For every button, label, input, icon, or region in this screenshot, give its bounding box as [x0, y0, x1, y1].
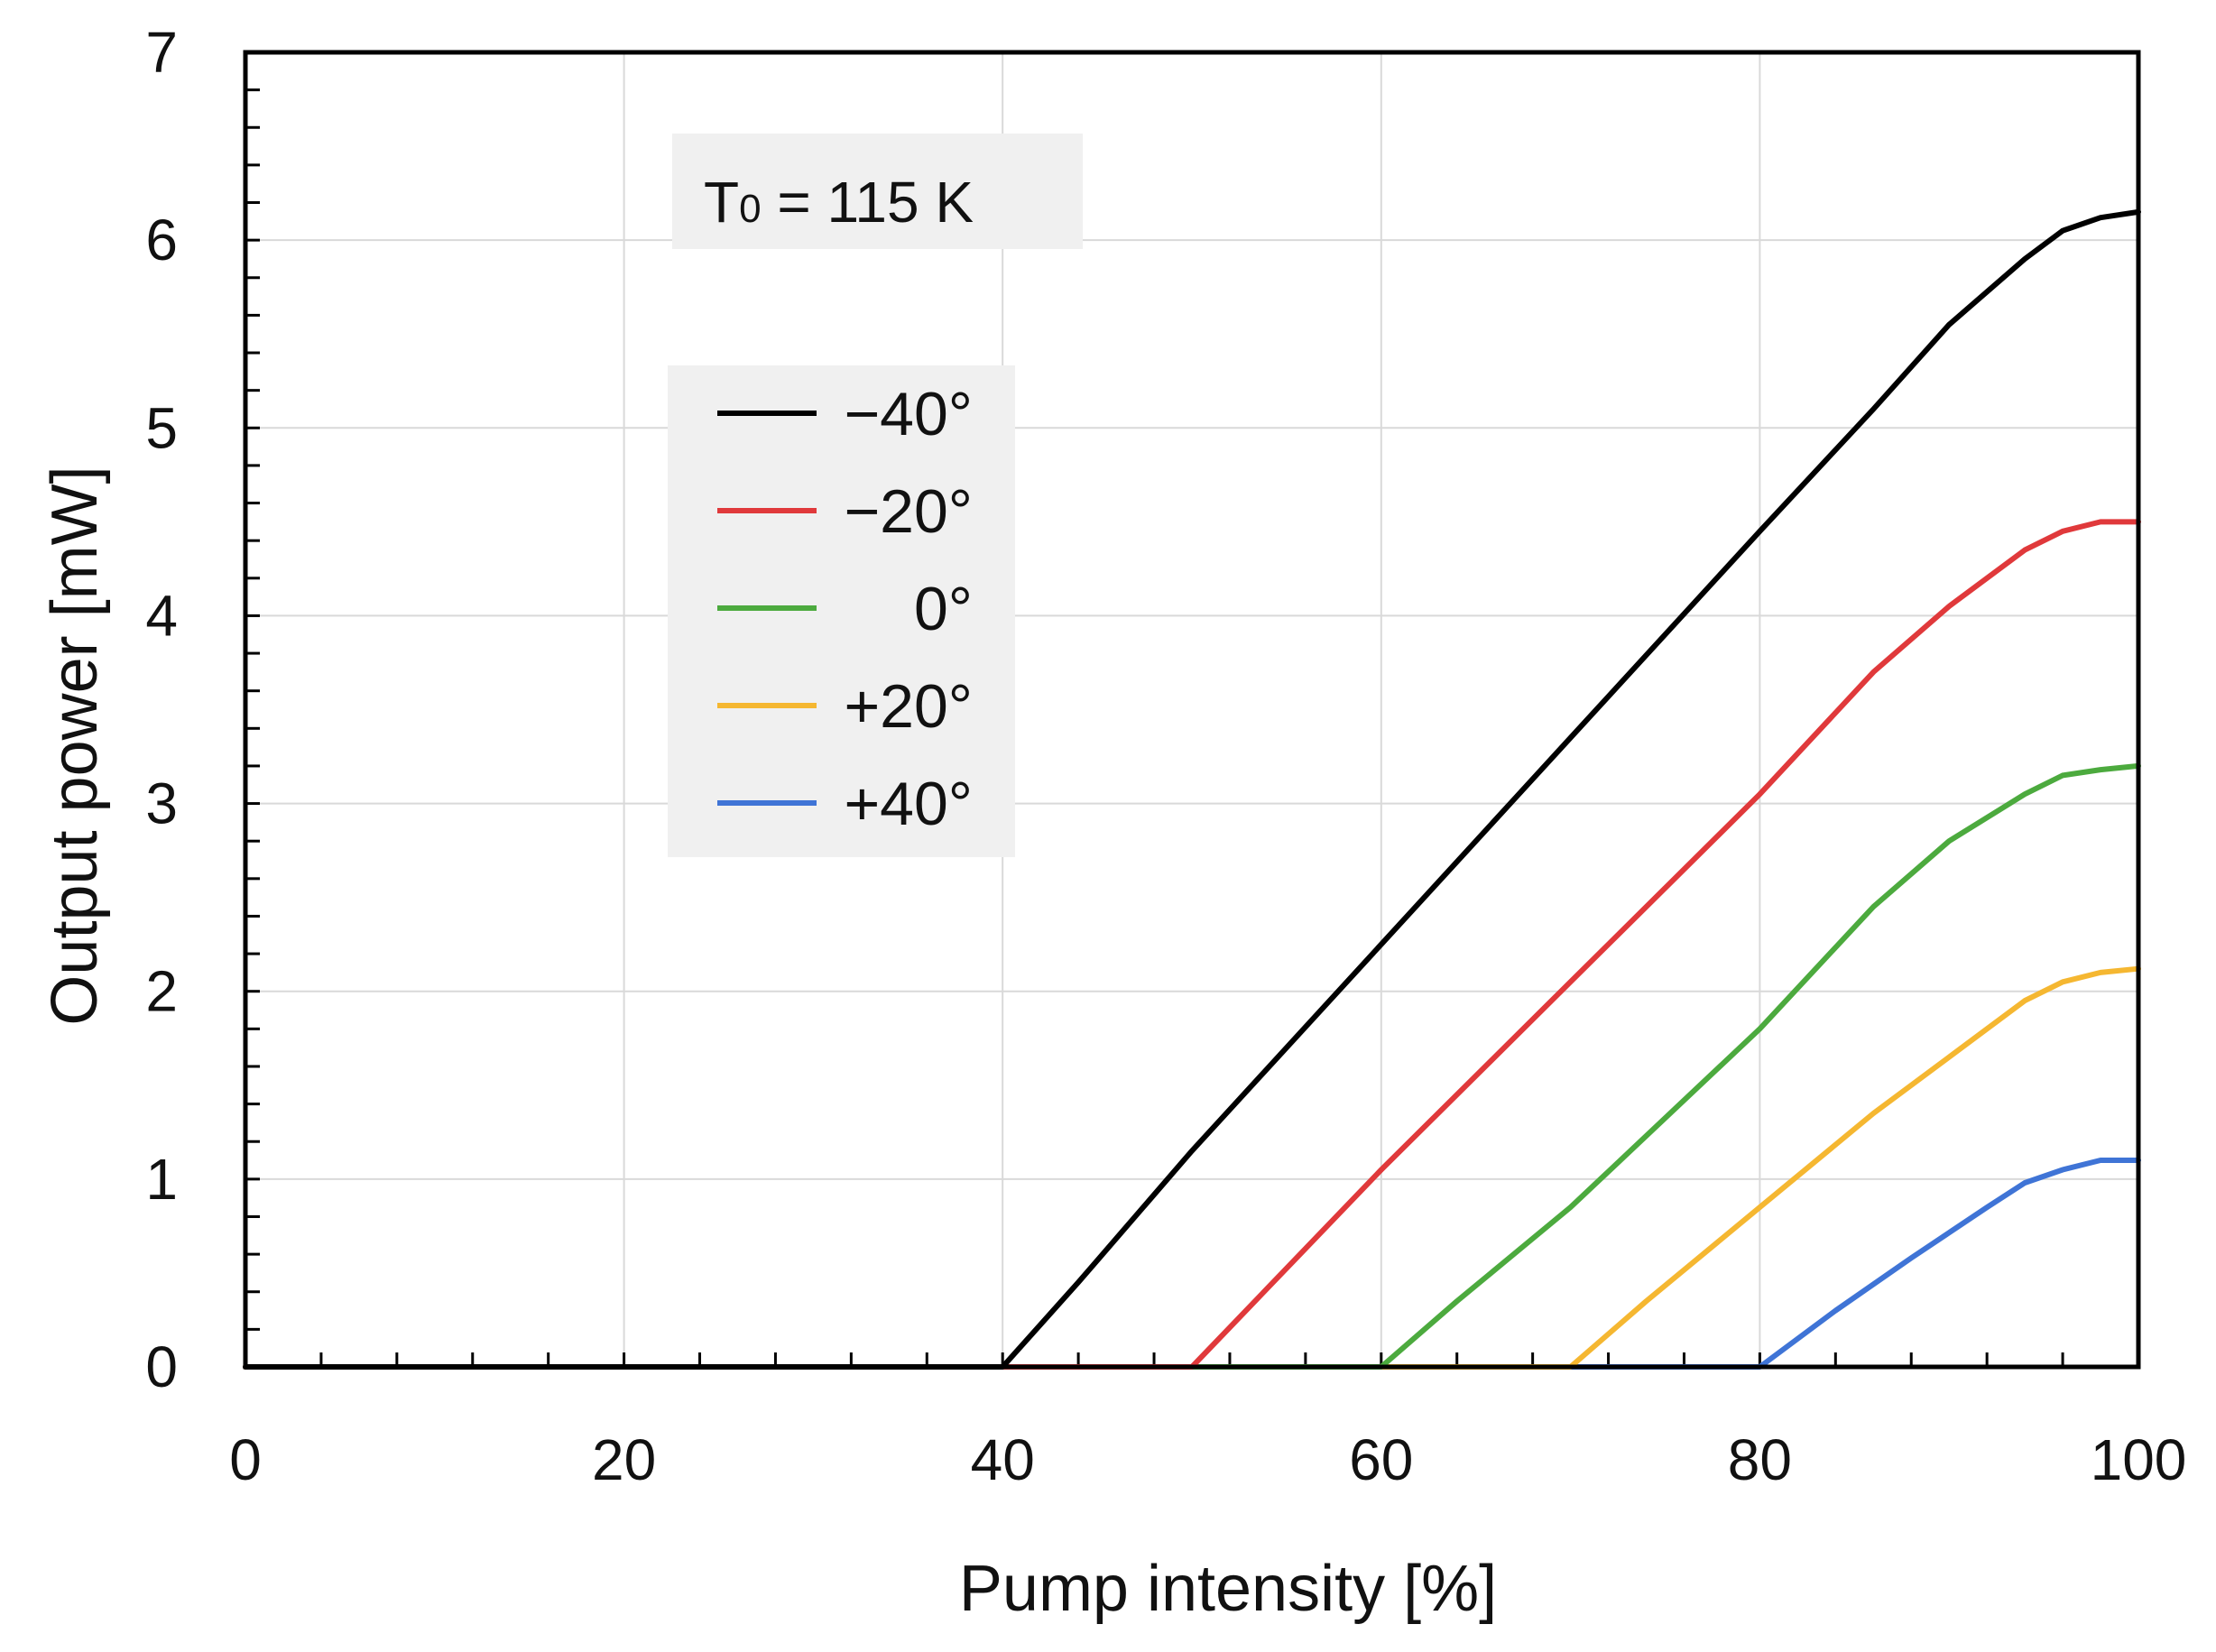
- annotation-box: [672, 134, 1083, 249]
- y-tick-label: 3: [145, 771, 178, 836]
- y-tick-label: 0: [145, 1334, 178, 1399]
- series-line: [243, 965, 2141, 1370]
- x-tick-label: 40: [971, 1427, 1035, 1492]
- temperature-annotation: T0 = 115 K: [672, 134, 1083, 249]
- x-axis-title: Pump intensity [%]: [959, 1553, 1497, 1625]
- x-tick-label: 20: [592, 1427, 656, 1492]
- tick-labels: 0 20 40 60 80 100 0 1 2 3 4 5 6 7: [145, 20, 2186, 1492]
- plot-frame: [243, 50, 2141, 1370]
- x-tick-label: 80: [1728, 1427, 1792, 1492]
- x-tick-label: 60: [1349, 1427, 1413, 1492]
- y-tick-label: 5: [145, 395, 178, 460]
- annotation-subscript: 0: [739, 187, 761, 231]
- series-line: [243, 519, 2141, 1370]
- gridlines: [245, 52, 2138, 1367]
- y-tick-label: 2: [145, 959, 178, 1024]
- legend: −40° −20° 0° +20° +40°: [668, 365, 1015, 857]
- x-tick-label: 0: [229, 1427, 262, 1492]
- annotation-text: T0 = 115 K: [704, 170, 974, 235]
- legend-box: [668, 365, 1015, 857]
- y-tick-label: 1: [145, 1147, 178, 1212]
- series-line: [243, 1158, 2141, 1370]
- legend-label: +40°: [844, 770, 973, 838]
- annotation-suffix: = 115 K: [762, 170, 974, 235]
- legend-label: −40°: [844, 380, 973, 448]
- legend-label: −20°: [844, 477, 973, 546]
- series-layer: [243, 208, 2141, 1370]
- x-tick-label: 100: [2091, 1427, 2187, 1492]
- y-axis-title: Output power [mW]: [39, 466, 111, 1025]
- y-tick-label: 7: [145, 20, 178, 85]
- legend-label: 0°: [914, 575, 973, 643]
- series-line: [243, 762, 2141, 1370]
- y-tick-label: 6: [145, 208, 178, 272]
- series-line: [243, 208, 2141, 1370]
- annotation-prefix: T: [704, 170, 739, 235]
- legend-label: +20°: [844, 672, 973, 741]
- y-tick-label: 4: [145, 583, 178, 648]
